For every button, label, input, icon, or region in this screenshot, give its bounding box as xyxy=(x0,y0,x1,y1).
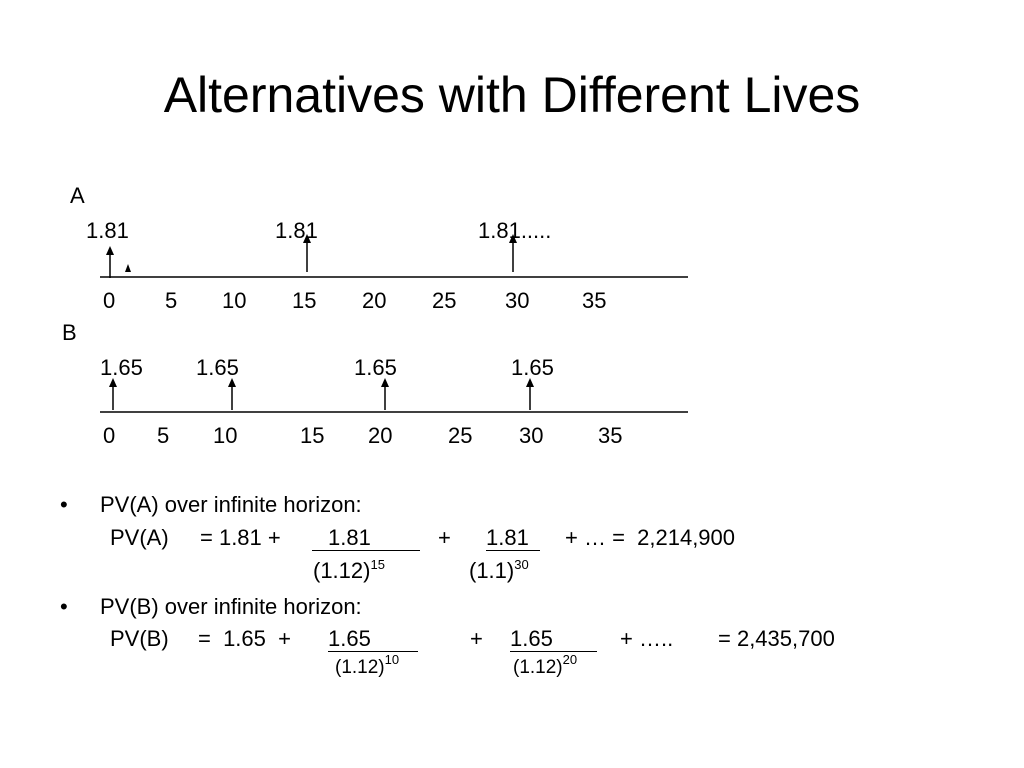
numerator: 1.81 xyxy=(486,527,540,551)
year-tick: 15 xyxy=(300,423,325,448)
arrowhead xyxy=(109,378,117,387)
formula-term: = 1.81 + xyxy=(200,525,281,550)
formula-op: + ….. xyxy=(620,626,674,651)
numerator: 1.65 xyxy=(510,628,597,652)
cash-flow: 1.65 xyxy=(511,355,554,380)
denominator: (1.12)20 xyxy=(513,653,577,678)
numerator: 1.65 xyxy=(328,628,418,652)
arrowhead xyxy=(509,234,517,243)
timeline-label: B xyxy=(62,320,77,345)
slide-title: Alternatives with Different Lives xyxy=(163,67,861,123)
denominator: (1.1)30 xyxy=(469,557,529,583)
arrowhead xyxy=(106,246,114,255)
formula-term: = 1.65 + xyxy=(198,626,291,651)
denominator-base: (1.12) xyxy=(313,558,371,583)
bullet-dot: • xyxy=(60,492,68,517)
cash-flow: 1.65 xyxy=(100,355,143,380)
formula-result: + … = 2,214,900 xyxy=(565,525,736,550)
year-tick: 10 xyxy=(213,423,238,448)
cash-flow: 1.81..... xyxy=(478,218,552,243)
denominator-base: (1.1) xyxy=(469,558,515,583)
numerator: 1.81 xyxy=(312,527,420,551)
arrowheads-a xyxy=(106,234,517,272)
year-tick: 5 xyxy=(157,423,170,448)
cash-flow: 1.65 xyxy=(196,355,239,380)
denominator-base: (1.12) xyxy=(513,657,563,678)
formula-lhs: PV(B) xyxy=(110,626,169,651)
bullet-text: PV(B) over infinite horizon: xyxy=(100,594,362,619)
year-tick: 15 xyxy=(292,288,317,313)
year-tick: 0 xyxy=(103,423,116,448)
exponent: 10 xyxy=(384,652,400,667)
year-tick: 20 xyxy=(368,423,393,448)
exponent: 30 xyxy=(514,557,529,572)
year-tick: 25 xyxy=(432,288,457,313)
year-tick: 25 xyxy=(448,423,473,448)
year-tick: 0 xyxy=(103,288,116,313)
formula-result: = 2,435,700 xyxy=(718,626,835,651)
cash-flow: 1.65 xyxy=(354,355,397,380)
denominator-base: (1.12) xyxy=(335,657,385,678)
arrowhead xyxy=(228,378,236,387)
formula-lhs: PV(A) xyxy=(110,525,169,550)
formula-op: + xyxy=(470,626,483,651)
timeline-label: A xyxy=(70,183,85,208)
exponent: 15 xyxy=(370,557,385,572)
timeline-a xyxy=(100,240,688,278)
year-tick: 35 xyxy=(582,288,607,313)
year-tick: 20 xyxy=(362,288,387,313)
timeline-b xyxy=(100,384,688,413)
cash-flow: 1.81 xyxy=(275,218,318,243)
bullet-text: PV(A) over infinite horizon: xyxy=(100,492,362,517)
cash-flow: 1.81 xyxy=(86,218,129,243)
arrowhead xyxy=(381,378,389,387)
year-tick: 10 xyxy=(222,288,247,313)
denominator: (1.12)15 xyxy=(313,557,385,583)
arrowhead xyxy=(526,378,534,387)
year-tick: 30 xyxy=(519,423,544,448)
arrowhead xyxy=(125,264,131,272)
year-tick: 35 xyxy=(598,423,623,448)
denominator: (1.12)10 xyxy=(335,653,399,678)
year-tick: 30 xyxy=(505,288,530,313)
year-tick: 5 xyxy=(165,288,178,313)
bullet-dot: • xyxy=(60,594,68,619)
exponent: 20 xyxy=(562,652,578,667)
arrowheads-b xyxy=(109,378,534,387)
arrowhead xyxy=(303,234,311,243)
formula-op: + xyxy=(438,525,451,550)
